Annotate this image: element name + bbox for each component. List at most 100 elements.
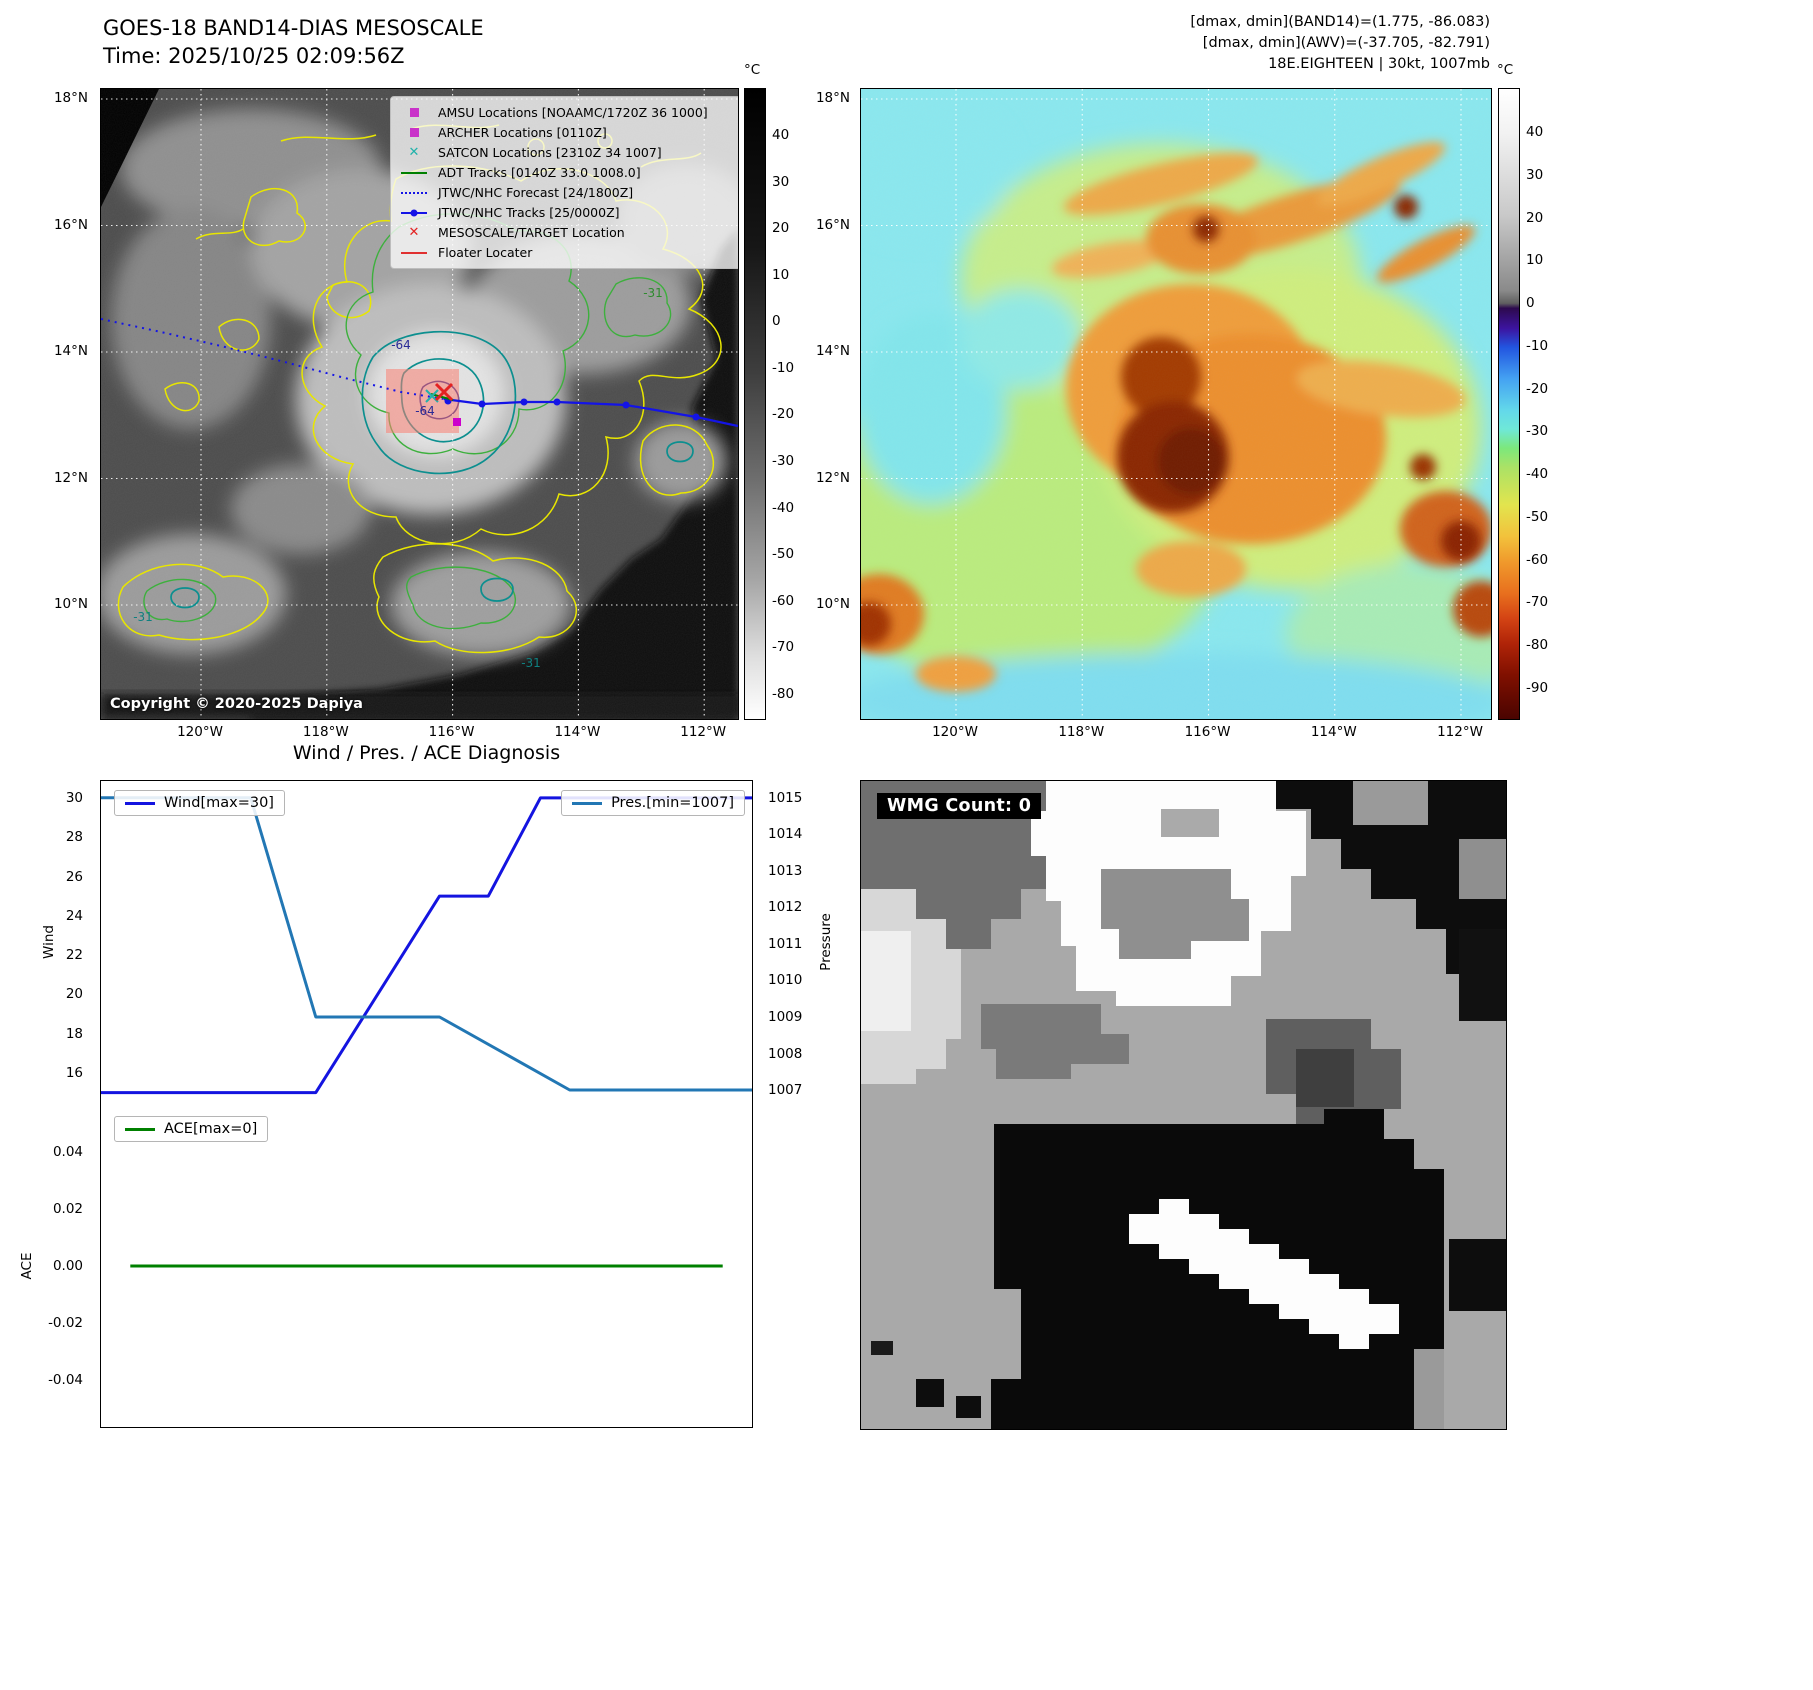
tick-label: 116°W xyxy=(1184,724,1231,740)
legend-item-tracks: JTWC/NHC Tracks [25/0000Z] xyxy=(399,203,738,222)
pressure-axis-ticks: 1015 1014 1013 1012 1011 1010 1009 1008 1007 xyxy=(758,781,816,1105)
tick-label: 118°W xyxy=(302,724,349,740)
band14-colorbar-unit: °C xyxy=(744,62,761,78)
tick-label: 116°W xyxy=(428,724,475,740)
tick-label: 120°W xyxy=(932,724,978,740)
awv-colorbar-unit: °C xyxy=(1497,62,1514,78)
target-x-marker xyxy=(434,382,454,402)
legend-label: SATCON Locations [2310Z 34 1007] xyxy=(438,145,662,160)
graticule xyxy=(861,89,1491,719)
legend-label: AMSU Locations [NOAAMC/1720Z 36 1000] xyxy=(438,105,708,120)
series-Wind[max=30] xyxy=(101,796,752,1095)
axis-tick-label: 1009 xyxy=(768,1009,803,1025)
tick-label: -70 xyxy=(772,639,795,656)
diagnosis-title: Wind / Pres. / ACE Diagnosis xyxy=(292,742,561,764)
tick-label: 40 xyxy=(1526,124,1544,140)
axis-tick-label: 16 xyxy=(65,1065,83,1081)
legend-label: MESOSCALE/TARGET Location xyxy=(438,225,625,240)
tick-label: -10 xyxy=(1526,337,1549,354)
wind-axis-ticks: 30 28 26 24 22 20 18 16 xyxy=(41,781,93,1105)
floater-line-icon xyxy=(399,252,429,254)
tick-label: 16°N xyxy=(815,216,850,233)
tick-label: 10°N xyxy=(815,596,850,612)
pressure-line-sample-icon xyxy=(572,801,603,805)
ace-axis-ticks: 0.04 0.02 0.00 -0.02 -0.04 xyxy=(41,1105,93,1427)
legend-item-mesoscale: MESOSCALE/TARGET Location xyxy=(399,223,738,242)
tick-label: 118°W xyxy=(1058,724,1105,740)
tick-label: 112°W xyxy=(680,724,727,740)
axis-tick-label: 26 xyxy=(65,868,83,885)
tick-label: 10°N xyxy=(53,596,88,612)
tick-label: 14°N xyxy=(53,343,88,359)
tick-label: 114°W xyxy=(554,724,601,740)
axis-tick-label: 1011 xyxy=(768,935,803,952)
legend-label: ADT Tracks [0140Z 33.0 1008.0] xyxy=(438,165,641,180)
axis-tick-label: 1007 xyxy=(768,1082,803,1098)
wind-line-sample-icon xyxy=(125,801,155,805)
legend-item-adt: ADT Tracks [0140Z 33.0 1008.0] xyxy=(399,163,738,182)
pressure-legend-label: Pres.[min=1007] xyxy=(611,795,734,811)
awv-lon-axis: 120°W 118°W 116°W 114°W 112°W xyxy=(860,721,1492,743)
wind-axis-label: Wind xyxy=(41,925,57,959)
awv-header-storm-id: 18E.EIGHTEEN | 30kt, 1007mb xyxy=(1268,56,1490,73)
pressure-axis-label: Pressure xyxy=(818,913,834,971)
tick-label: 18°N xyxy=(815,90,850,106)
awv-lat-axis: 18°N 16°N 14°N 12°N 10°N xyxy=(762,88,858,718)
tick-label: 114°W xyxy=(1310,724,1357,740)
tick-label: 14°N xyxy=(815,343,850,359)
axis-tick-label: 1012 xyxy=(768,899,803,916)
tick-label: 30 xyxy=(1526,166,1544,183)
legend-item-satcon: SATCON Locations [2310Z 34 1007] xyxy=(399,143,738,162)
axis-tick-label: 22 xyxy=(65,947,83,964)
axis-tick-label: 1008 xyxy=(768,1045,803,1062)
ace-legend-label: ACE[max=0] xyxy=(164,1121,258,1137)
copyright-text: Copyright © 2020-2025 Dapiya xyxy=(110,696,363,712)
axis-tick-label: 0.00 xyxy=(52,1258,83,1274)
axis-tick-label: 24 xyxy=(65,907,83,924)
tick-label: -80 xyxy=(772,685,795,702)
band14-legend: AMSU Locations [NOAAMC/1720Z 36 1000] AR… xyxy=(390,96,738,269)
ace-legend: ACE[max=0] xyxy=(114,1116,269,1142)
band14-title: GOES-18 BAND14-DIAS MESOSCALE xyxy=(103,16,484,40)
tick-label: 112°W xyxy=(1437,724,1483,740)
tick-label: -40 xyxy=(1526,466,1549,483)
tick-label: 30 xyxy=(772,173,790,190)
band14-time: Time: 2025/10/25 02:09:56Z xyxy=(103,44,405,69)
awv-colorbar xyxy=(1498,88,1520,720)
pressure-legend: Pres.[min=1007] xyxy=(561,790,745,816)
wind-pressure-chart: 30 28 26 24 22 20 18 16 1015 1014 1013 1012 1011 101… xyxy=(66,780,802,1106)
axis-tick-label: 20 xyxy=(65,986,83,1003)
legend-item-floater: Floater Locater xyxy=(399,243,738,262)
tick-label: 12°N xyxy=(815,469,850,486)
tick-label: -30 xyxy=(772,453,795,470)
tick-label: 18°N xyxy=(53,90,88,106)
wmg-pixel-image xyxy=(861,781,1506,1429)
tick-label: 0 xyxy=(772,313,781,330)
band14-colorbar-ticks: 40 30 20 10 0 -10 -20 -30 -40 -50 -60 -70 -80 xyxy=(768,88,814,718)
legend-item-forecast: JTWC/NHC Forecast [24/1800Z] xyxy=(399,183,738,202)
legend-label: JTWC/NHC Tracks [25/0000Z] xyxy=(438,205,620,220)
tick-label: 20 xyxy=(772,220,790,237)
tick-label: -90 xyxy=(1526,680,1549,696)
best-track-points xyxy=(444,397,700,421)
awv-satellite-image xyxy=(861,89,1491,719)
awv-header-awv-range: [dmax, dmin](AWV)=(-37.705, -82.791) xyxy=(1202,35,1490,52)
tick-label: -60 xyxy=(772,592,795,609)
tick-label: 40 xyxy=(772,127,790,143)
tick-label: -20 xyxy=(772,406,795,423)
satcon-x-icon xyxy=(399,146,429,159)
band14-map: AMSU Locations [NOAAMC/1720Z 36 1000] AR… xyxy=(100,88,739,720)
axis-tick-label: 0.04 xyxy=(52,1143,83,1160)
tick-label: -10 xyxy=(772,359,795,376)
legend-label: Floater Locater xyxy=(438,245,533,260)
tick-label: -70 xyxy=(1526,594,1549,611)
mesoscale-x-icon xyxy=(399,226,429,239)
adt-line-icon xyxy=(399,172,429,174)
wmg-panel: WMG Count: 0 xyxy=(860,780,1507,1430)
tick-label: 10 xyxy=(1526,252,1544,269)
ace-line-sample-icon xyxy=(125,1127,155,1131)
contours-teal xyxy=(170,330,694,609)
band14-lon-axis: 120°W 118°W 116°W 114°W 112°W xyxy=(100,721,739,743)
tick-label: -20 xyxy=(1526,380,1549,397)
